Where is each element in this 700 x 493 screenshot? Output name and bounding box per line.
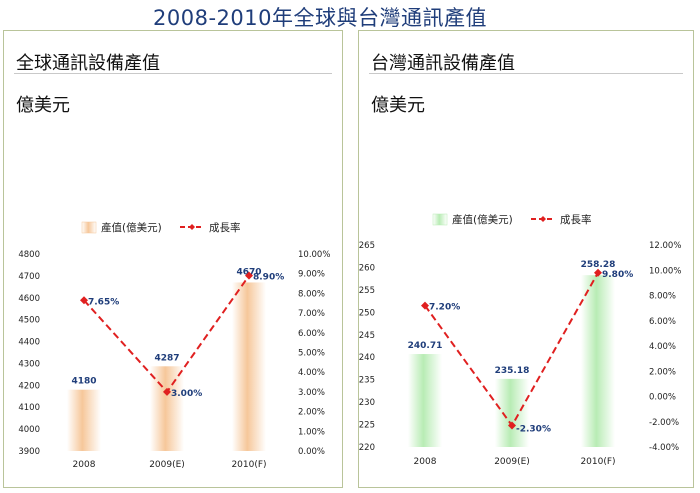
growth-rate-point	[163, 387, 171, 396]
y-tick-label: 3900	[18, 447, 40, 457]
y-tick-label: 4600	[18, 294, 40, 304]
panel-title: 全球通訊設備產值	[16, 53, 160, 74]
taiwan-combo-chart: 220 225 230 235 240 245 250 255 260 265 -4.00% -2.0…	[359, 213, 681, 467]
y-tick-label: 225	[359, 421, 375, 431]
bar	[581, 275, 615, 447]
bar	[232, 282, 266, 451]
y2-tick-label: 10.00%	[298, 250, 330, 260]
y-tick-label: 4700	[18, 272, 40, 282]
legend-bar-label: 產值(億美元)	[452, 213, 513, 226]
x-tick-label: 2008	[73, 460, 96, 470]
y-tick-label: 235	[359, 376, 375, 386]
y-tick-label: 220	[359, 443, 375, 453]
y-tick-label: 4800	[18, 250, 40, 260]
unit-label: 億美元	[16, 95, 70, 116]
title-divider	[369, 73, 683, 74]
x-tick-label: 2009(E)	[494, 457, 530, 467]
page-title: 2008-2010年全球與台灣通訊產值	[153, 6, 487, 30]
y-tick-label: 4500	[18, 316, 40, 326]
panel-title: 台灣通訊設備產值	[371, 53, 515, 74]
y2-tick-label: 8.00%	[649, 292, 676, 302]
y-tick-label: 240	[359, 353, 375, 363]
y-tick-label: 4100	[18, 403, 40, 413]
y-tick-label: 265	[359, 241, 375, 251]
bar	[150, 366, 184, 451]
bar-value-label: 4180	[71, 377, 96, 387]
y2-tick-label: 3.00%	[298, 388, 325, 398]
y2-tick-label: 4.00%	[649, 342, 676, 352]
bar-value-label: 4287	[154, 353, 179, 363]
bar-value-label: 258.28	[581, 260, 616, 270]
y2-tick-label: 2.00%	[649, 367, 676, 377]
y2-tick-label: 6.00%	[298, 329, 325, 339]
unit-label: 億美元	[371, 95, 425, 116]
y2-tick-label: 8.00%	[298, 289, 325, 299]
y2-tick-label: -4.00%	[649, 443, 679, 453]
y2-tick-label: -2.00%	[649, 418, 679, 428]
global-chart-panel: 全球通訊設備產值 億美元 3900 4000 4100 4200 4300 4400 450…	[3, 30, 343, 488]
y2-tick-label: 7.00%	[298, 309, 325, 319]
growth-rate-label: 3.00%	[171, 389, 202, 399]
y2-tick-label: 5.00%	[298, 349, 325, 359]
y-tick-label: 4300	[18, 359, 40, 369]
growth-rate-label: 7.20%	[429, 303, 460, 313]
global-combo-chart: 3900 4000 4100 4200 4300 4400 4500 4600 4700 4800…	[18, 221, 330, 470]
legend-bar-swatch	[81, 221, 97, 234]
y2-tick-label: 6.00%	[649, 317, 676, 327]
growth-rate-label: 9.80%	[602, 270, 633, 280]
legend-bar-label: 產值(億美元)	[101, 221, 162, 234]
y-tick-label: 255	[359, 286, 375, 296]
growth-rate-point	[245, 271, 253, 280]
y2-tick-label: 0.00%	[649, 393, 676, 403]
bar-value-label: 240.71	[408, 341, 443, 351]
y2-tick-label: 10.00%	[649, 266, 681, 276]
y2-tick-label: 4.00%	[298, 368, 325, 378]
y-tick-label: 4000	[18, 425, 40, 435]
y2-tick-label: 12.00%	[649, 241, 681, 251]
legend-line-marker	[540, 216, 546, 222]
growth-rate-label: -2.30%	[516, 425, 551, 435]
legend-bar-swatch	[432, 213, 448, 226]
growth-rate-point	[80, 296, 88, 305]
x-tick-label: 2010(F)	[231, 460, 266, 470]
bar	[495, 378, 529, 447]
growth-rate-point	[421, 301, 429, 310]
taiwan-chart-panel: 台灣通訊設備產值 億美元 220 225 230 235 240 245 250 255 260…	[358, 30, 694, 488]
y-tick-label: 250	[359, 308, 375, 318]
growth-rate-point	[594, 268, 602, 277]
y2-tick-label: 2.00%	[298, 408, 325, 418]
bar-value-label: 235.18	[495, 366, 530, 376]
x-tick-label: 2008	[414, 457, 437, 467]
growth-rate-point	[508, 421, 516, 430]
x-tick-label: 2010(F)	[580, 457, 615, 467]
y2-tick-label: 0.00%	[298, 447, 325, 457]
bar	[67, 389, 101, 451]
legend-line-label: 成長率	[209, 221, 241, 234]
y-tick-label: 260	[359, 263, 375, 273]
y-tick-label: 4400	[18, 338, 40, 348]
title-divider	[14, 73, 332, 74]
y2-tick-label: 1.00%	[298, 427, 325, 437]
legend-line-label: 成長率	[560, 213, 592, 226]
growth-rate-label: 7.65%	[88, 297, 119, 307]
y-tick-label: 230	[359, 398, 375, 408]
y-tick-label: 245	[359, 331, 375, 341]
y-tick-label: 4200	[18, 381, 40, 391]
y2-tick-label: 9.00%	[298, 270, 325, 280]
legend-line-marker	[189, 224, 195, 230]
x-tick-label: 2009(E)	[149, 460, 185, 470]
bar	[408, 354, 442, 447]
growth-rate-label: 8.90%	[253, 273, 284, 283]
